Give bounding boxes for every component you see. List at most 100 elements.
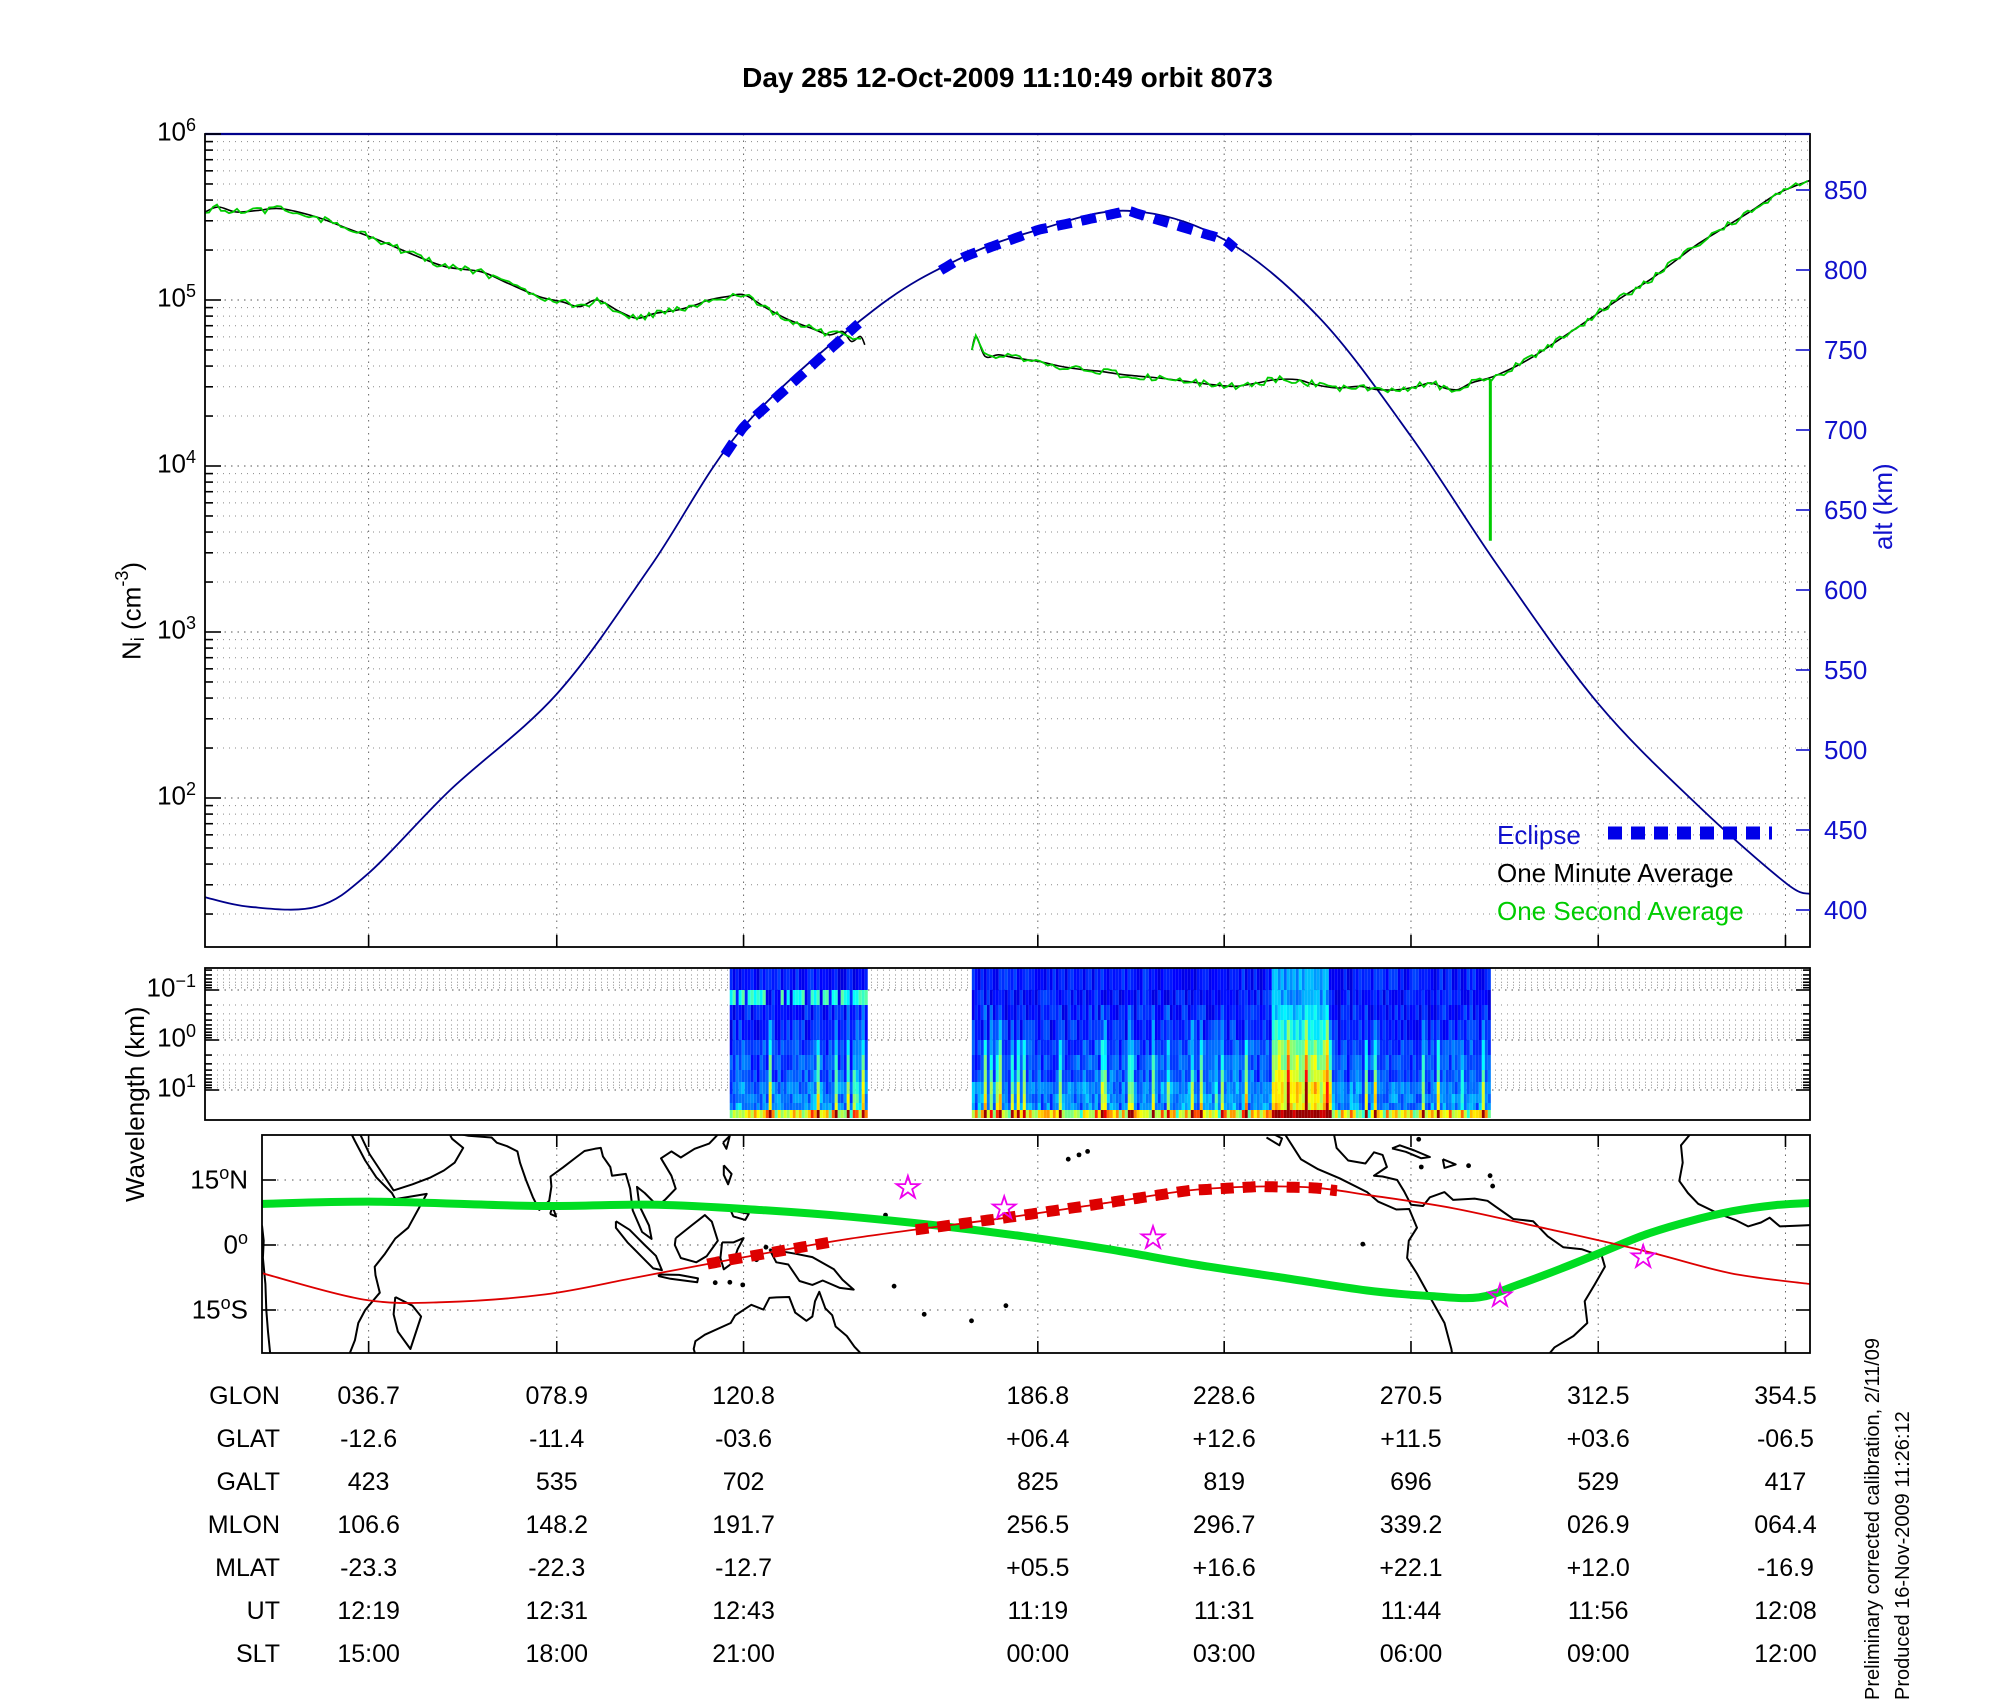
table-row-label-MLAT: MLAT bbox=[215, 1554, 280, 1582]
coastline-3 bbox=[392, 1296, 423, 1350]
island-dot-4 bbox=[1065, 1156, 1071, 1162]
table-cell-GLON-1: 078.9 bbox=[525, 1382, 589, 1410]
coastline-13 bbox=[768, 1248, 855, 1291]
table-cell-GLAT-3: +06.4 bbox=[1006, 1425, 1070, 1453]
table-row-label-SLT: SLT bbox=[236, 1640, 280, 1668]
table-cell-GLON-3: 186.8 bbox=[1006, 1382, 1070, 1410]
table-cell-MLON-5: 339.2 bbox=[1379, 1511, 1443, 1539]
map-lat-label-1: 0o bbox=[223, 1228, 248, 1260]
one-minute-average-curve-1 bbox=[204, 206, 866, 346]
table-cell-GLON-0: 036.7 bbox=[337, 1382, 400, 1410]
table-cell-GLAT-1: -11.4 bbox=[529, 1425, 585, 1453]
table-cell-SLT-3: 00:00 bbox=[1006, 1640, 1070, 1668]
coastline-14 bbox=[692, 1290, 862, 1353]
table-cell-MLAT-2: -12.7 bbox=[715, 1554, 773, 1582]
table-cell-MLAT-6: +12.0 bbox=[1566, 1554, 1630, 1582]
table-cell-MLAT-4: +16.6 bbox=[1192, 1554, 1256, 1582]
wavelength-tick-label-1e1: 101 bbox=[157, 1071, 196, 1103]
island-dot-0 bbox=[891, 1283, 897, 1289]
coastline-6 bbox=[722, 1135, 731, 1150]
island-dot-17 bbox=[740, 1282, 746, 1288]
coastline-19 bbox=[1441, 1158, 1457, 1169]
table-cell-GLAT-6: +03.6 bbox=[1566, 1425, 1630, 1453]
data-layers bbox=[204, 179, 1811, 1353]
page-title: Day 285 12-Oct-2009 11:10:49 orbit 8073 bbox=[742, 62, 1273, 93]
table-cell-SLT-6: 09:00 bbox=[1566, 1640, 1630, 1668]
table-cell-UT-1: 12:31 bbox=[525, 1597, 589, 1625]
coastline-17 bbox=[1333, 1135, 1606, 1353]
wavelength-tick-label-1e-1: 10−1 bbox=[146, 971, 196, 1003]
alt-tick-label-500: 500 bbox=[1824, 735, 1868, 765]
table-cell-UT-4: 11:31 bbox=[1193, 1597, 1255, 1625]
gridlines bbox=[205, 134, 1810, 1353]
island-dot-16 bbox=[712, 1280, 718, 1286]
table-cell-GALT-7: 417 bbox=[1764, 1468, 1807, 1496]
island-dot-12 bbox=[1360, 1241, 1366, 1247]
table-cell-GLON-4: 228.6 bbox=[1192, 1382, 1256, 1410]
island-dot-3 bbox=[1003, 1303, 1009, 1309]
island-dot-9 bbox=[1487, 1173, 1493, 1179]
island-dot-1 bbox=[921, 1311, 927, 1317]
table-cell-MLON-2: 191.7 bbox=[712, 1511, 775, 1539]
legend-one-minute-label: One Minute Average bbox=[1497, 858, 1734, 888]
island-dot-8 bbox=[1466, 1163, 1471, 1169]
island-dot-2 bbox=[969, 1318, 974, 1324]
table-cell-UT-5: 11:44 bbox=[1380, 1597, 1442, 1625]
one-second-average-curve-1 bbox=[204, 203, 862, 341]
ni-tick-label-1e2: 102 bbox=[157, 779, 196, 811]
table-cell-GLAT-2: -03.6 bbox=[715, 1425, 773, 1453]
table-row-label-GALT: GALT bbox=[216, 1468, 280, 1496]
table-cell-MLON-0: 106.6 bbox=[337, 1511, 400, 1539]
map-panel-frame bbox=[261, 1134, 1811, 1354]
island-dot-19 bbox=[763, 1244, 769, 1250]
alt-tick-label-450: 450 bbox=[1824, 815, 1868, 845]
one-second-average-curve-2 bbox=[970, 180, 1809, 394]
table-cell-SLT-2: 21:00 bbox=[712, 1640, 775, 1668]
table-cell-MLAT-7: -16.9 bbox=[1756, 1554, 1814, 1582]
coastline-1 bbox=[348, 1135, 428, 1353]
eclipse-segment-1 bbox=[720, 319, 862, 458]
table-row-label-GLON: GLON bbox=[209, 1382, 280, 1410]
table-cell-GLAT-0: -12.6 bbox=[340, 1425, 398, 1453]
ground-station-star-1 bbox=[893, 1172, 923, 1200]
table-cell-MLON-7: 064.4 bbox=[1754, 1511, 1817, 1539]
alt-tick-label-800: 800 bbox=[1824, 255, 1868, 285]
altitude-curve bbox=[204, 209, 1811, 911]
map-lat-label-2: 15oS bbox=[191, 1292, 248, 1325]
table-cell-SLT-1: 18:00 bbox=[525, 1640, 589, 1668]
table-cell-GALT-0: 423 bbox=[347, 1468, 390, 1496]
map-lat-label-0: 15oN bbox=[190, 1163, 248, 1195]
ground-station-star-5 bbox=[1628, 1242, 1658, 1270]
legend-eclipse-label: Eclipse bbox=[1497, 820, 1581, 850]
spectrogram-panel-frame bbox=[204, 967, 1811, 1121]
coastline-9 bbox=[673, 1214, 719, 1264]
ni-tick-label-1e4: 104 bbox=[157, 447, 196, 479]
coastline-5 bbox=[549, 1205, 558, 1218]
alt-tick-label-600: 600 bbox=[1824, 575, 1868, 605]
table-cell-GLON-7: 354.5 bbox=[1754, 1382, 1817, 1410]
table-cell-GALT-4: 819 bbox=[1203, 1468, 1246, 1496]
eclipse-segment-2 bbox=[938, 205, 1239, 275]
table-cell-GLON-6: 312.5 bbox=[1566, 1382, 1630, 1410]
table-cell-UT-6: 11:56 bbox=[1567, 1597, 1629, 1625]
table-cell-GLAT-7: -06.5 bbox=[1756, 1425, 1814, 1453]
coastline-8 bbox=[657, 1273, 699, 1284]
table-cell-GLAT-4: +12.6 bbox=[1192, 1425, 1256, 1453]
table-cell-GLAT-5: +11.5 bbox=[1380, 1425, 1442, 1453]
table-cell-SLT-5: 06:00 bbox=[1379, 1640, 1443, 1668]
orbit-ground-track bbox=[262, 1185, 1810, 1304]
footer-produced-note: Produced 16-Nov-2009 11:26:12 bbox=[1892, 1411, 1914, 1700]
alt-tick-label-400: 400 bbox=[1824, 895, 1868, 925]
table-cell-SLT-4: 03:00 bbox=[1192, 1640, 1256, 1668]
legend-one-second-label: One Second Average bbox=[1497, 896, 1744, 926]
alt-tick-label-850: 850 bbox=[1824, 175, 1868, 205]
table-cell-SLT-7: 12:00 bbox=[1754, 1640, 1817, 1668]
island-dot-10 bbox=[1490, 1183, 1496, 1189]
table-cell-GALT-2: 702 bbox=[722, 1468, 765, 1496]
table-row-label-GLAT: GLAT bbox=[216, 1425, 280, 1453]
table-cell-MLAT-5: +22.1 bbox=[1379, 1554, 1443, 1582]
axis-ticks bbox=[205, 133, 1810, 1353]
table-cell-MLON-1: 148.2 bbox=[525, 1511, 589, 1539]
ground-station-star-4 bbox=[1485, 1281, 1515, 1309]
one-minute-average-curve-2 bbox=[971, 179, 1811, 391]
